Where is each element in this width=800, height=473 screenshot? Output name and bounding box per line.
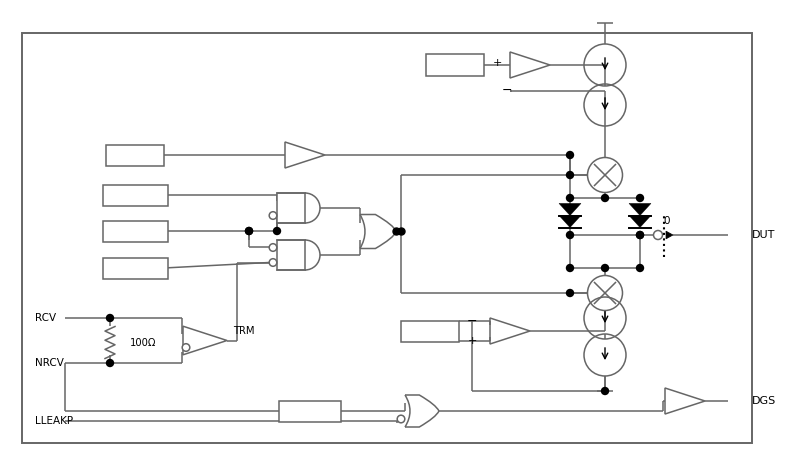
FancyBboxPatch shape xyxy=(22,33,752,443)
Circle shape xyxy=(269,244,277,251)
Circle shape xyxy=(566,264,574,272)
Circle shape xyxy=(269,212,277,219)
FancyBboxPatch shape xyxy=(277,193,305,223)
Circle shape xyxy=(106,315,114,322)
FancyBboxPatch shape xyxy=(277,240,305,270)
FancyBboxPatch shape xyxy=(102,257,167,279)
Text: TMSEL: TMSEL xyxy=(119,263,151,273)
Text: LLEAKP: LLEAKP xyxy=(35,416,73,426)
Text: VLDL: VLDL xyxy=(418,326,442,336)
Text: VLDH: VLDH xyxy=(442,60,469,70)
Text: LDCAL: LDCAL xyxy=(119,190,151,200)
Polygon shape xyxy=(559,215,581,228)
Circle shape xyxy=(637,194,643,201)
Text: DGS: DGS xyxy=(752,396,776,406)
Polygon shape xyxy=(666,231,673,239)
Text: +: + xyxy=(492,58,502,68)
Circle shape xyxy=(602,387,609,394)
Polygon shape xyxy=(629,215,651,228)
FancyBboxPatch shape xyxy=(102,184,167,205)
Circle shape xyxy=(566,151,574,158)
Text: TRM: TRM xyxy=(233,325,254,335)
Circle shape xyxy=(274,228,281,235)
Text: +: + xyxy=(467,336,477,346)
Circle shape xyxy=(393,228,400,235)
Text: NRCV: NRCV xyxy=(35,358,64,368)
Text: RCV: RCV xyxy=(35,313,56,323)
Text: 0: 0 xyxy=(664,216,670,226)
Text: LLEAK: LLEAK xyxy=(295,406,325,416)
FancyBboxPatch shape xyxy=(102,220,167,242)
Circle shape xyxy=(269,259,277,266)
Text: LLDIS: LLDIS xyxy=(121,226,149,236)
FancyBboxPatch shape xyxy=(106,144,164,166)
Text: DUT: DUT xyxy=(752,230,775,240)
Circle shape xyxy=(637,231,643,238)
FancyBboxPatch shape xyxy=(279,401,341,421)
FancyBboxPatch shape xyxy=(426,54,484,76)
Circle shape xyxy=(566,194,574,201)
Circle shape xyxy=(602,194,609,201)
Text: VCOM: VCOM xyxy=(120,150,150,160)
Circle shape xyxy=(246,228,253,235)
Circle shape xyxy=(566,172,574,178)
Circle shape xyxy=(637,264,643,272)
FancyBboxPatch shape xyxy=(401,321,459,342)
Text: −: − xyxy=(466,315,478,327)
Circle shape xyxy=(397,415,405,423)
Circle shape xyxy=(602,264,609,272)
Polygon shape xyxy=(629,203,651,216)
Text: −: − xyxy=(502,84,512,96)
Circle shape xyxy=(587,158,622,193)
Circle shape xyxy=(654,230,662,239)
Circle shape xyxy=(566,289,574,297)
Circle shape xyxy=(246,228,253,235)
Circle shape xyxy=(566,231,574,238)
Circle shape xyxy=(398,228,405,235)
Circle shape xyxy=(182,344,190,351)
Circle shape xyxy=(106,359,114,367)
Polygon shape xyxy=(559,203,581,216)
Circle shape xyxy=(587,275,622,310)
Text: 100Ω: 100Ω xyxy=(130,338,156,348)
Circle shape xyxy=(637,231,643,238)
